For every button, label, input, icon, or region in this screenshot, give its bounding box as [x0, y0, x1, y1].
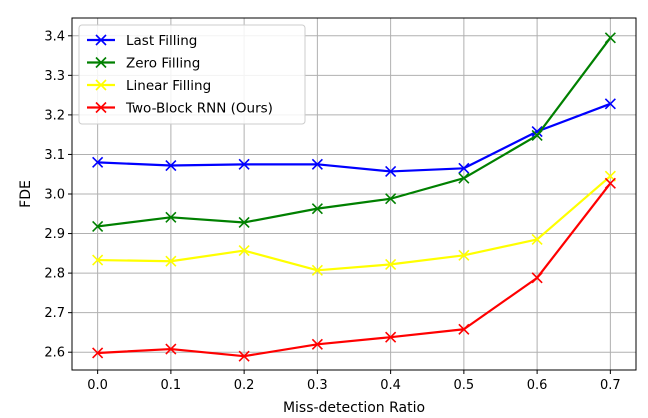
data-point-two-block-rnn-ours	[165, 343, 177, 355]
data-point-last-filling	[311, 158, 323, 170]
data-point-zero-filling	[531, 129, 543, 142]
legend-marker	[95, 101, 107, 114]
legend-label: Two-Block RNN (Ours)	[125, 101, 273, 117]
y-axis-label: FDE	[18, 180, 34, 208]
data-point-zero-filling	[311, 203, 323, 215]
y-tick-label: 3.1	[44, 148, 65, 163]
x-axis-label: Miss-detection Ratio	[283, 400, 425, 416]
data-point-two-block-rnn-ours	[238, 350, 250, 362]
data-point-two-block-rnn-ours	[311, 338, 323, 350]
legend-entry: Last Filling	[87, 33, 197, 49]
x-tick-label: 0.5	[454, 378, 475, 393]
data-point-last-filling	[531, 125, 543, 138]
x-tick-label: 0.2	[234, 378, 255, 393]
data-point-two-block-rnn-ours	[385, 331, 397, 343]
series-layer	[92, 32, 616, 362]
data-point-linear-filling	[458, 249, 470, 261]
data-point-linear-filling	[385, 258, 397, 270]
data-point-linear-filling	[165, 255, 177, 267]
data-point-zero-filling	[92, 220, 104, 232]
data-point-zero-filling	[458, 172, 470, 184]
legend-entry: Linear Filling	[87, 78, 211, 94]
y-tick-label: 2.7	[44, 306, 65, 321]
data-point-last-filling	[385, 165, 397, 178]
series-last-filling	[92, 98, 616, 178]
y-tick-label: 3.4	[44, 29, 65, 44]
series-line-zero-filling	[97, 37, 612, 228]
y-tick-label: 2.8	[44, 267, 65, 282]
x-tick-label: 0.0	[87, 378, 108, 393]
data-point-two-block-rnn-ours	[92, 347, 104, 359]
series-line-last-filling	[97, 102, 611, 173]
data-point-zero-filling	[165, 211, 177, 223]
series-line-linear-filling	[97, 175, 612, 272]
data-point-last-filling	[604, 98, 616, 110]
legend-entry: Zero Filling	[87, 56, 200, 72]
data-point-zero-filling	[604, 32, 616, 44]
legend-marker	[95, 56, 107, 69]
series-zero-filling	[92, 32, 616, 232]
y-tick-label: 3.2	[44, 108, 65, 123]
series-two-block-rnn-ours	[92, 177, 616, 362]
y-tick-label: 3.0	[44, 188, 65, 203]
legend: Last Filling Zero Filling Linear Filling Tw…	[78, 24, 306, 125]
legend-marker	[95, 34, 107, 46]
data-point-last-filling	[165, 159, 177, 172]
legend-label: Linear Filling	[126, 78, 211, 94]
data-point-zero-filling	[385, 193, 397, 205]
series-line-two-block-rnn-ours	[97, 182, 612, 358]
legend-box	[78, 24, 306, 125]
legend-marker	[95, 79, 107, 91]
data-point-linear-filling	[92, 254, 104, 266]
series-linear-filling	[92, 170, 616, 276]
grid	[72, 18, 636, 370]
data-point-zero-filling	[238, 216, 250, 229]
data-point-last-filling	[92, 156, 104, 168]
x-tick-label: 0.3	[307, 378, 328, 393]
data-point-last-filling	[458, 162, 470, 174]
x-tick-label: 0.6	[527, 378, 548, 393]
data-point-linear-filling	[531, 233, 543, 246]
legend-label: Last Filling	[126, 33, 197, 49]
data-point-two-block-rnn-ours	[458, 323, 470, 335]
y-tick-label: 2.9	[44, 227, 65, 242]
y-tick-label: 3.3	[44, 69, 65, 84]
data-point-linear-filling	[238, 244, 250, 257]
data-point-linear-filling	[311, 264, 323, 276]
legend-label: Zero Filling	[126, 56, 200, 72]
x-tick-label: 0.4	[380, 378, 401, 393]
ticks: 0.0 0.1 0.2 0.3 0.4 0.5 0.6 0.7 2.6 2.7 2.8 2.9 3.0 3…	[44, 29, 620, 393]
legend-entry: Two-Block RNN (Ours)	[87, 101, 273, 117]
data-point-last-filling	[238, 158, 250, 170]
x-tick-label: 0.7	[600, 378, 621, 393]
data-point-two-block-rnn-ours	[604, 177, 616, 189]
data-point-two-block-rnn-ours	[531, 272, 543, 284]
x-tick-label: 0.1	[161, 378, 182, 393]
y-tick-label: 2.6	[44, 346, 65, 361]
